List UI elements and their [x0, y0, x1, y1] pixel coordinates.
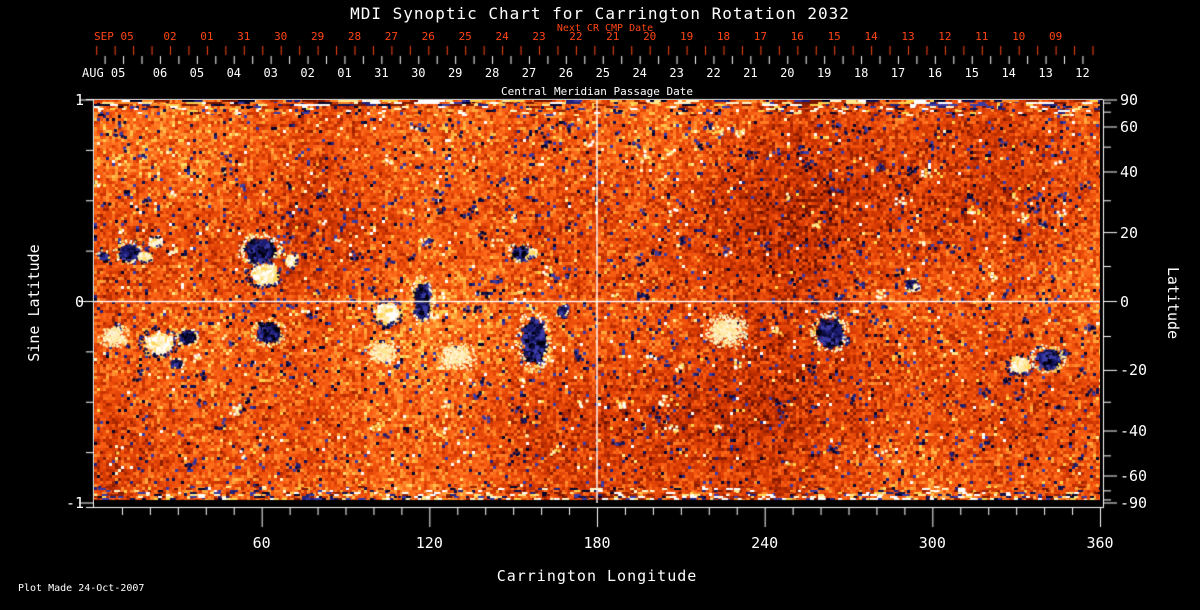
- cmp-date-label: 04: [226, 66, 242, 80]
- cmp-date-label: 25: [595, 66, 611, 80]
- next-cr-date-label: 20: [643, 30, 657, 43]
- next-cr-date-label: 16: [790, 30, 804, 43]
- next-cr-date-label: 17: [753, 30, 768, 43]
- chart-title: MDI Synoptic Chart for Carrington Rotati…: [350, 4, 850, 23]
- longitude-tick-label: 300: [918, 534, 946, 552]
- cmp-date-label: 05: [189, 66, 205, 80]
- cmp-date-label: 29: [447, 66, 463, 80]
- next-cr-date-label: 02: [163, 30, 177, 43]
- latitude-tick-label: 20: [1120, 223, 1139, 242]
- cmp-date-label: 02: [300, 66, 315, 80]
- latitude-tick-label: 90: [1120, 91, 1139, 109]
- longitude-tick-label: 180: [583, 534, 611, 552]
- next-cr-date-label: 24: [495, 30, 509, 43]
- latitude-tick-label: -40: [1120, 422, 1148, 441]
- next-cr-date-label: 23: [532, 30, 546, 43]
- cmp-date-label: 12: [1075, 66, 1090, 80]
- next-cr-date-label: 22: [569, 30, 583, 43]
- longitude-axis-title: Carrington Longitude: [496, 567, 698, 585]
- cmp-date-label: 28: [484, 66, 500, 80]
- sine-latitude-axis-title: Sine Latitude: [25, 244, 43, 362]
- latitude-tick-label: 0: [1120, 292, 1130, 311]
- next-cr-date-label: 27: [384, 30, 399, 43]
- next-cr-date-label: 13: [901, 30, 915, 43]
- sine-latitude-tick-label: 0: [74, 292, 84, 311]
- longitude-tick-label: 120: [415, 534, 443, 552]
- latitude-tick-label: 40: [1120, 162, 1139, 181]
- cmp-month-label: AUG 05: [82, 66, 126, 80]
- longitude-tick-label: 60: [252, 534, 271, 552]
- magnetogram-image: [94, 100, 1100, 503]
- latitude-axis-title: Latitude: [1164, 266, 1182, 340]
- latitude-tick-label: -90: [1120, 494, 1148, 512]
- next-cr-cmp-date-label: Next CR CMP Date: [556, 23, 654, 34]
- cmp-date-label: 27: [521, 66, 537, 80]
- cmp-date-label: 16: [927, 66, 943, 80]
- next-cr-date-label: 15: [827, 30, 841, 43]
- next-cr-date-label: 30: [274, 30, 288, 43]
- cmp-date-label: 19: [816, 66, 832, 80]
- cmp-date-label: 01: [337, 66, 352, 80]
- cmp-date-label: 31: [374, 66, 389, 80]
- next-cr-date-label: 14: [864, 30, 878, 43]
- next-cr-date-label: 09: [1048, 30, 1063, 43]
- cmp-date-label: 20: [780, 66, 795, 80]
- cmp-date-label: 22: [706, 66, 721, 80]
- cmp-date-label: 06: [152, 66, 168, 80]
- cmp-date-label: 17: [890, 66, 906, 80]
- cmp-date-label: 21: [743, 66, 758, 80]
- sine-latitude-tick-label: 1: [74, 91, 84, 109]
- latitude-tick-label: 60: [1120, 117, 1139, 136]
- next-cr-date-label: 11: [975, 30, 989, 43]
- cmp-date-label: 24: [632, 66, 647, 80]
- next-cr-date-label: 21: [606, 30, 620, 43]
- cmp-date-label: 15: [964, 66, 980, 80]
- next-cr-date-label: 26: [421, 30, 435, 43]
- cmp-date-label: 18: [853, 66, 869, 80]
- next-cr-date-label: 19: [679, 30, 694, 43]
- longitude-tick-label: 360: [1086, 534, 1114, 552]
- next-cr-date-label: 28: [347, 30, 362, 43]
- next-cr-date-label: 12: [938, 30, 952, 43]
- cmp-date-label: 14: [1001, 66, 1016, 80]
- next-cr-date-label: 01: [200, 30, 214, 43]
- cmp-axis-title: Central Meridian Passage Date: [500, 85, 694, 98]
- next-cr-date-label: 31: [237, 30, 251, 43]
- latitude-tick-label: -60: [1120, 467, 1148, 485]
- plot-made-stamp: Plot Made 24-Oct-2007: [18, 583, 145, 594]
- next-cr-date-label: 29: [310, 30, 325, 43]
- next-cr-date-label: 18: [716, 30, 731, 43]
- next-cr-date-label: 25: [458, 30, 472, 43]
- next-cr-month-label: SEP 05: [94, 30, 134, 43]
- latitude-tick-label: -20: [1120, 361, 1148, 380]
- longitude-tick-label: 240: [751, 534, 779, 552]
- cmp-date-label: 23: [669, 66, 684, 80]
- next-cr-date-label: 10: [1012, 30, 1026, 43]
- cmp-date-label: 03: [263, 66, 278, 80]
- sine-latitude-tick-label: -1: [65, 494, 84, 512]
- cmp-date-label: 13: [1038, 66, 1053, 80]
- cmp-date-label: 26: [558, 66, 574, 80]
- cmp-date-label: 30: [411, 66, 426, 80]
